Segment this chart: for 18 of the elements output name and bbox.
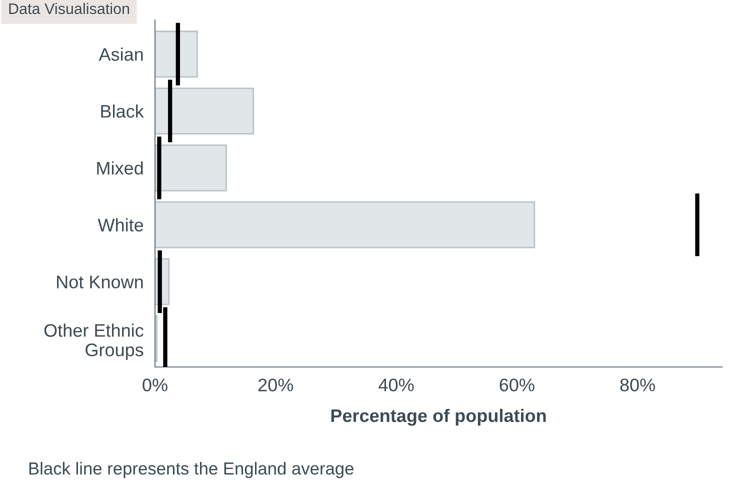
x-tick-label: 0% [142,378,168,392]
y-tick-label: Not Known [57,276,143,288]
bar [155,88,254,134]
chart-title: Data Visualisation [9,2,130,14]
y-tick-label: Asian [98,48,143,61]
bar [155,30,198,78]
y-tick-label: Other Ethnic Groups [44,324,144,360]
x-tick-label: 20% [258,378,294,392]
x-tick-label: 40% [378,378,414,392]
y-tick-label: Black [101,104,144,118]
text: Black line represents the England average [29,462,354,478]
x-axis-title: Percentage of population [331,408,546,426]
bar [155,144,227,192]
bar [155,201,536,248]
y-tick-label: White [98,218,144,232]
x-tick-label: 60% [500,378,534,392]
y-tick-label: Mixed [97,161,143,175]
x-tick-label: 80% [620,378,655,392]
